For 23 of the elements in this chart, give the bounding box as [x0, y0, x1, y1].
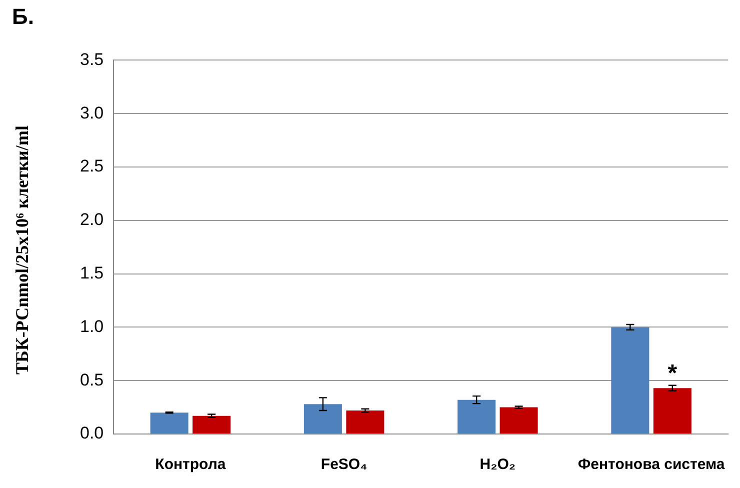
- y-tick-label: 0.0: [80, 424, 104, 443]
- annotation: *: [668, 360, 678, 387]
- bar: [150, 412, 188, 434]
- x-tick-label: Контрола: [155, 456, 226, 474]
- y-tick-label: 0.5: [80, 370, 104, 390]
- bar: [346, 410, 384, 434]
- bar: [653, 388, 692, 434]
- y-tick-label: 1.0: [80, 316, 104, 336]
- x-tick-label: H₂O₂: [480, 456, 516, 474]
- bar: [192, 416, 231, 434]
- y-tick-label: 2.5: [80, 156, 104, 176]
- y-tick-label: 1.5: [80, 263, 104, 282]
- bar: [458, 400, 496, 434]
- y-tick-label: 3.0: [80, 103, 104, 122]
- bar: [500, 407, 538, 434]
- y-tick-label: 3.5: [80, 50, 104, 69]
- bar: [611, 327, 650, 434]
- bar: [304, 404, 342, 434]
- x-tick-label: FeSO₄: [320, 456, 368, 474]
- x-tick-label: Фентонова система: [578, 456, 726, 474]
- y-axis-title: ТБК-РСnmol/25x10⁶ клетки/ml: [12, 125, 33, 375]
- y-tick-label: 2.0: [80, 210, 104, 230]
- chart-title: Б.: [12, 4, 34, 30]
